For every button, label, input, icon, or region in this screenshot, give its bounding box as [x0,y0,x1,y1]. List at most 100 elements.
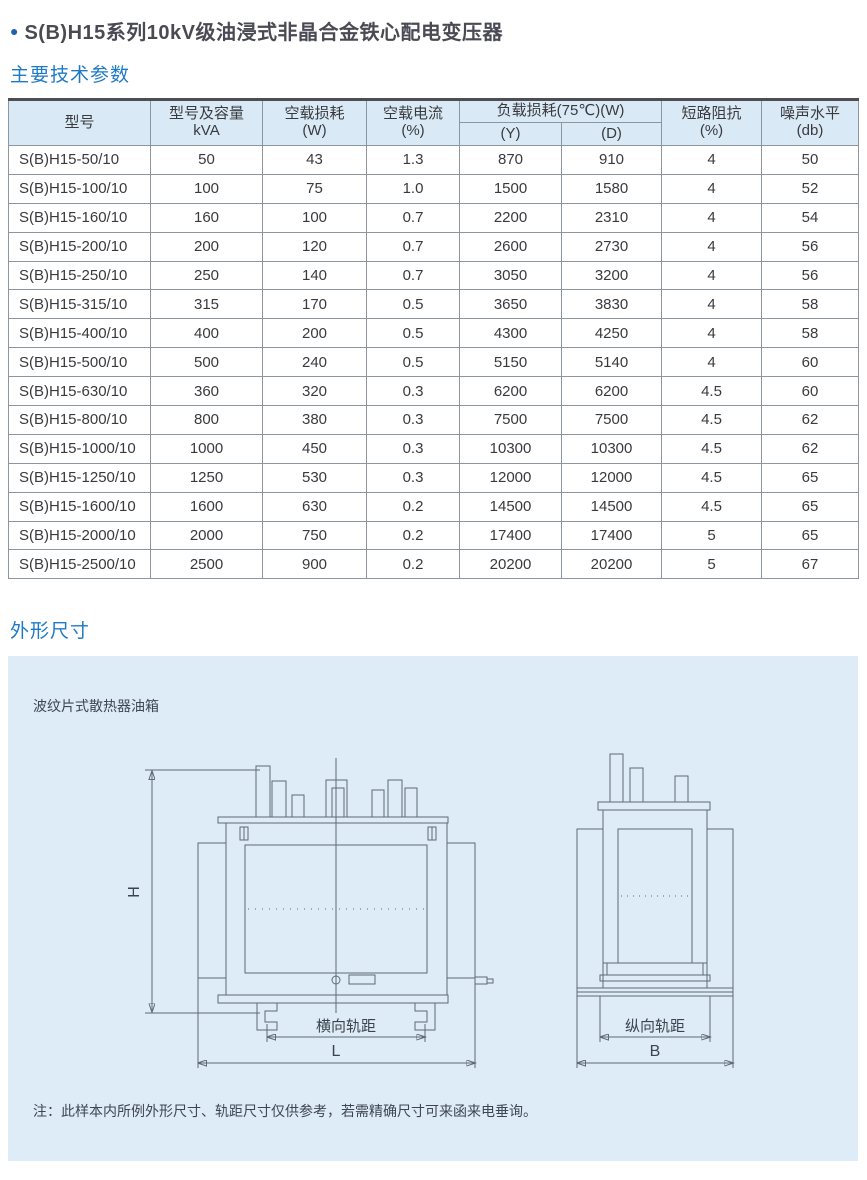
lifting-lugs [240,827,436,840]
value-cell: 4 [661,260,763,291]
value-cell: 4250 [560,318,663,349]
value-cell: 5 [661,549,763,580]
value-cell: 4 [661,202,763,233]
footnote: 注：此样本内所例外形尺寸、轨距尺寸仅供参考，若需精确尺寸可来函来电垂询。 [33,1103,537,1119]
value-cell: 20200 [459,549,562,580]
value-cell: 56 [761,231,860,262]
value-cell: 58 [761,289,860,320]
table-row: S(B)H15-800/10 800 380 0.3 7500 7500 4.5 62 [8,405,860,435]
value-cell: 4.5 [661,376,763,407]
value-cell: 100 [150,173,263,204]
model-cell: S(B)H15-630/10 [8,376,151,407]
table-row: S(B)H15-160/10 160 100 0.7 2200 2310 4 54 [8,202,860,233]
value-cell: 900 [262,549,367,580]
table-row: S(B)H15-400/10 400 200 0.5 4300 4250 4 58 [8,318,860,349]
value-cell: 50 [150,145,263,175]
value-cell: 3650 [459,289,562,320]
l-dimension-label: L [332,1043,341,1060]
value-cell: 0.2 [366,491,460,522]
left-radiator-flap [577,829,603,988]
model-cell: S(B)H15-200/10 [8,231,151,262]
value-cell: 0.3 [366,433,460,464]
value-cell: 5150 [459,347,562,378]
value-cell: 0.5 [366,347,460,378]
value-cell: 12000 [560,462,663,493]
model-cell: S(B)H15-100/10 [8,173,151,204]
model-cell: S(B)H15-1000/10 [8,433,151,464]
value-cell: 4 [661,289,763,320]
value-cell: 2000 [150,520,263,551]
diagram-caption: 波纹片式散热器油箱 [33,698,159,714]
value-cell: 52 [761,173,860,204]
value-cell: 1.0 [366,173,460,204]
value-cell: 60 [761,376,860,407]
value-cell: 6200 [560,376,663,407]
col-header-model: 型号 [8,99,151,146]
value-cell: 4.5 [661,405,763,435]
value-cell: 3830 [560,289,663,320]
col-header-noise: 噪声水平 (db) [761,99,860,146]
value-cell: 0.5 [366,289,460,320]
value-cell: 320 [262,376,367,407]
fins-outline [245,845,427,973]
pedestal [607,963,703,975]
value-cell: 67 [761,549,860,580]
transformer-side-view-drawing: 纵向轨距 B [555,750,785,1085]
value-cell: 5 [661,520,763,551]
spec-table-header: 型号 型号及容量 kVA 空载损耗 (W) 空载电流 (%) 负载损耗(75℃)… [8,99,860,146]
value-cell: 0.2 [366,520,460,551]
value-cell: 60 [761,347,860,378]
fins-outline [618,829,692,963]
value-cell: 315 [150,289,263,320]
col-header-capacity: 型号及容量 kVA [150,99,263,146]
value-cell: 4 [661,318,763,349]
right-radiator [447,843,475,978]
value-cell: 43 [262,145,367,175]
table-row: S(B)H15-1250/10 1250 530 0.3 12000 12000 4.5 65 [8,462,860,493]
value-cell: 0.3 [366,405,460,435]
col-header-no-load-current: 空载电流 (%) [366,99,460,146]
value-cell: 100 [262,202,367,233]
bushings [610,754,688,802]
lid [598,802,710,810]
model-cell: S(B)H15-2000/10 [8,520,151,551]
model-cell: S(B)H15-250/10 [8,260,151,291]
value-cell: 6200 [459,376,562,407]
table-row: S(B)H15-500/10 500 240 0.5 5150 5140 4 60 [8,347,860,378]
section-heading-dimensions: 外形尺寸 [10,621,91,642]
table-row: S(B)H15-100/10 100 75 1.0 1500 1580 4 52 [8,173,860,204]
value-cell: 4 [661,347,763,378]
value-cell: 4.5 [661,433,763,464]
model-cell: S(B)H15-2500/10 [8,549,151,580]
value-cell: 250 [150,260,263,291]
page-title: ● S(B)H15系列10kV级油浸式非晶合金铁心配电变压器 [10,16,503,45]
value-cell: 400 [150,318,263,349]
page-title-text: S(B)H15系列10kV级油浸式非晶合金铁心配电变压器 [24,22,503,44]
tank-body [603,810,707,963]
track-dimension-label: 横向轨距 [316,1018,376,1035]
value-cell: 10300 [560,433,663,464]
col-header-impedance: 短路阻抗 (%) [661,99,763,146]
value-cell: 200 [150,231,263,262]
value-cell: 240 [262,347,367,378]
col-header-load-loss-y: (Y) [459,122,562,146]
value-cell: 200 [262,318,367,349]
value-cell: 450 [262,433,367,464]
value-cell: 2500 [150,549,263,580]
dimensions-panel: 波纹片式散热器油箱 H [8,656,858,1161]
right-radiator-flap [707,829,733,988]
value-cell: 1250 [150,462,263,493]
value-cell: 17400 [560,520,663,551]
value-cell: 380 [262,405,367,435]
transformer-front-view-drawing: H [126,750,545,1085]
spec-table-body: S(B)H15-50/10 50 43 1.3 870 910 4 50 S(B)H15-100… [8,145,860,580]
model-cell: S(B)H15-160/10 [8,202,151,233]
model-cell: S(B)H15-500/10 [8,347,151,378]
value-cell: 10300 [459,433,562,464]
value-cell: 910 [560,145,663,175]
lid [218,817,448,823]
b-dimension-label: B [650,1043,661,1060]
value-cell: 0.2 [366,549,460,580]
value-cell: 75 [262,173,367,204]
value-cell: 4.5 [661,462,763,493]
